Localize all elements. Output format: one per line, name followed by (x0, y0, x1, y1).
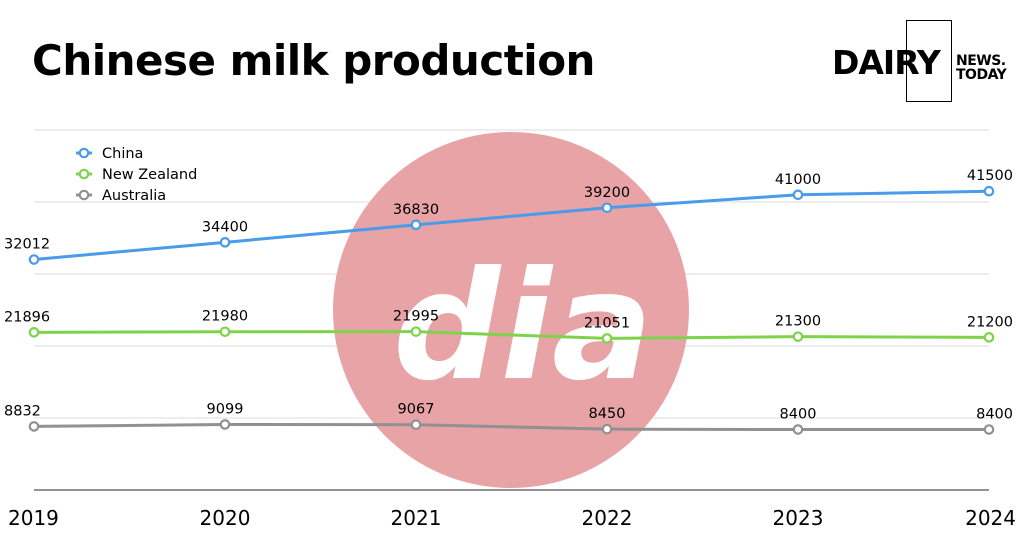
page-title: Chinese milk production (32, 36, 595, 85)
brand-name-main: DAIRY (832, 43, 941, 82)
chart-data-labels: 32012 34400 36830 39200 41000 41500 21896 21980… (4, 168, 1013, 422)
data-point (219, 326, 231, 338)
watermark-logo: dia (333, 132, 689, 488)
watermark-circle (333, 132, 689, 488)
data-label: 34400 (202, 219, 248, 235)
data-point (219, 419, 231, 430)
data-point (792, 424, 804, 435)
data-point (601, 423, 613, 435)
legend-label: New Zealand (102, 167, 197, 183)
x-tick-label: 2022 (582, 506, 633, 530)
data-point (792, 331, 804, 342)
data-label: 8450 (589, 406, 626, 422)
legend-marker (78, 189, 90, 201)
data-point (601, 333, 613, 344)
data-point (28, 254, 40, 265)
data-point (410, 326, 422, 337)
chart-legend: China New Zealand Australia (76, 146, 197, 204)
data-label: 9099 (207, 401, 244, 417)
data-label: 39200 (584, 185, 630, 201)
data-label: 8832 (4, 403, 41, 419)
brand-name-line1: NEWS. (956, 53, 1006, 69)
data-label: 21896 (4, 309, 50, 325)
x-tick-label: 2019 (8, 506, 59, 530)
data-label: 32012 (4, 237, 50, 253)
data-label: 21200 (967, 314, 1013, 330)
series-line (33, 330, 990, 340)
data-point (219, 237, 231, 248)
data-label: 8400 (780, 407, 817, 423)
data-point (792, 189, 804, 201)
brand-logo: DAIRY NEWS. TODAY (832, 20, 1022, 104)
brand-logo-frame (906, 20, 952, 102)
data-label: 21980 (202, 309, 248, 325)
data-point (983, 424, 995, 435)
data-label: 21051 (584, 315, 630, 331)
chart-series (28, 185, 995, 435)
data-point (983, 185, 995, 197)
data-label: 41000 (775, 172, 821, 188)
data-label: 36830 (393, 202, 439, 218)
watermark-text: dia (393, 240, 653, 414)
series-line (33, 189, 990, 262)
legend-label: Australia (102, 188, 166, 204)
x-axis-ticks: 2019 2020 2021 2022 2023 2024 (8, 506, 1016, 530)
data-point (28, 327, 40, 338)
legend-label: China (102, 146, 143, 162)
data-label: 9067 (398, 402, 435, 418)
x-tick-label: 2021 (391, 506, 442, 530)
data-point (28, 421, 40, 432)
legend-marker (78, 147, 90, 159)
legend-marker (78, 168, 90, 180)
data-point (410, 219, 422, 231)
brand-name-line2: TODAY (956, 67, 1007, 83)
x-tick-label: 2023 (773, 506, 824, 530)
data-point (983, 332, 995, 343)
data-label: 41500 (967, 168, 1013, 184)
x-tick-label: 2024 (965, 506, 1016, 530)
series-line (33, 422, 989, 432)
data-label: 21995 (393, 309, 439, 325)
data-label: 8400 (976, 407, 1013, 423)
data-point (410, 419, 422, 431)
data-point (601, 202, 613, 214)
data-label: 21300 (775, 314, 821, 330)
x-tick-label: 2020 (200, 506, 251, 530)
